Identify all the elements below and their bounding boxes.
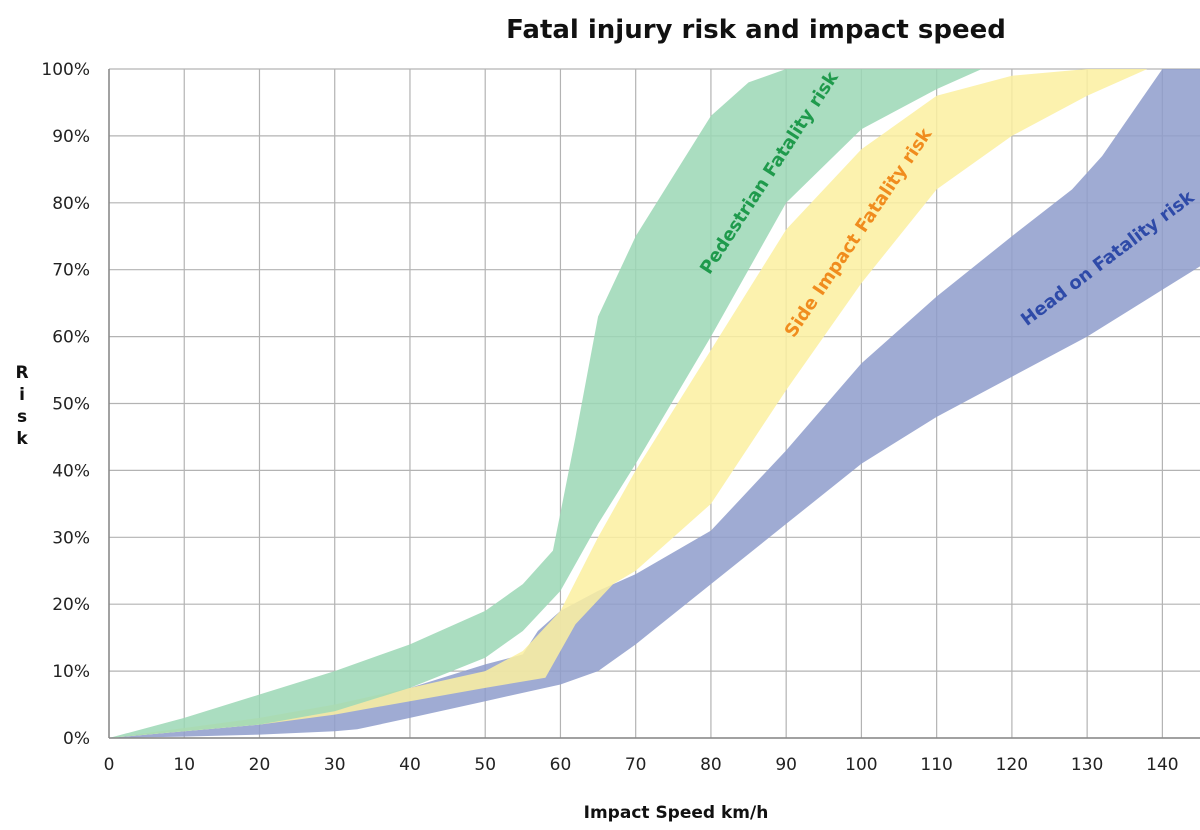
x-axis-label: Impact Speed km/h: [584, 803, 769, 823]
y-tick-label: 70%: [52, 261, 90, 281]
y-tick-label: 90%: [52, 127, 90, 147]
x-tick-label: 30: [324, 755, 346, 775]
head-on-fatality-risk-band: [109, 69, 1200, 738]
axes: [108, 69, 1200, 739]
pedestrian-fatality-risk-band: [109, 69, 982, 738]
x-tick-label: 40: [399, 755, 421, 775]
y-tick-label: 0%: [63, 729, 90, 749]
x-tick-label: 90: [775, 755, 797, 775]
risk-bands: [109, 69, 1200, 738]
y-tick-label: 100%: [41, 60, 90, 80]
y-tick-label: 40%: [52, 461, 90, 481]
x-tick-label: 50: [474, 755, 496, 775]
y-tick-label: 60%: [52, 328, 90, 348]
chart-title: Fatal injury risk and impact speed: [506, 15, 1006, 45]
y-tick-label: 30%: [52, 528, 90, 548]
y-tick-label: 20%: [52, 595, 90, 615]
x-tick-label: 10: [173, 755, 195, 775]
x-tick-label: 120: [996, 755, 1028, 775]
x-tick-labels: 0 10 20 30 40 50 60 70 80 90 100 110 120 130 140: [104, 755, 1179, 775]
side-impact-fatality-risk-band: [109, 69, 1163, 738]
x-tick-label: 0: [104, 755, 115, 775]
x-tick-label: 60: [550, 755, 572, 775]
y-tick-label: 10%: [52, 662, 90, 682]
x-tick-label: 130: [1071, 755, 1103, 775]
x-tick-label: 80: [700, 755, 722, 775]
y-tick-labels: 0% 10% 20% 30% 40% 50% 60% 70% 80% 90% 100%: [41, 60, 90, 749]
x-tick-label: 110: [920, 755, 952, 775]
x-tick-label: 20: [249, 755, 271, 775]
y-tick-label: 80%: [52, 194, 90, 214]
y-tick-label: 50%: [52, 395, 90, 415]
x-tick-label: 100: [845, 755, 877, 775]
x-tick-label: 70: [625, 755, 647, 775]
x-tick-label: 140: [1146, 755, 1178, 775]
